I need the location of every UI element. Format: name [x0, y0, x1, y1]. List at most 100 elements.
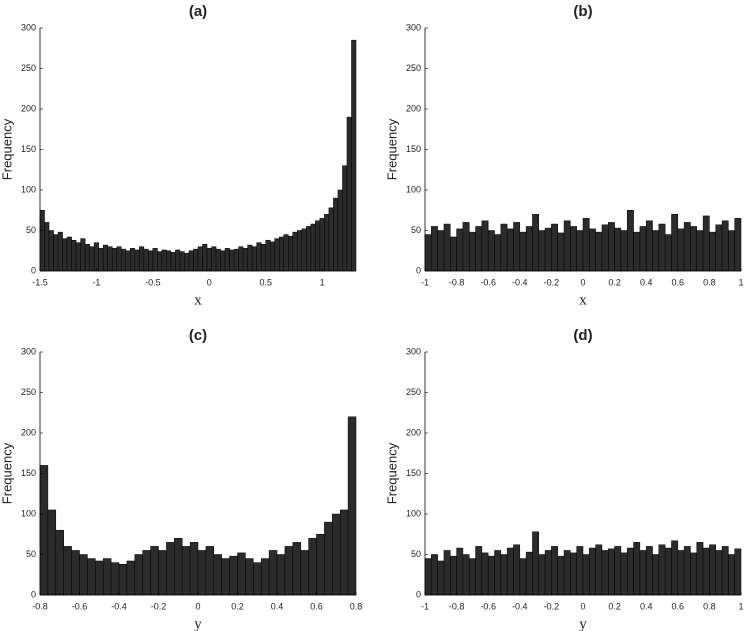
bar	[80, 238, 86, 272]
bar	[206, 248, 212, 272]
bar	[328, 207, 334, 272]
bar	[690, 226, 698, 272]
bar	[532, 531, 540, 596]
bar	[601, 224, 609, 272]
bar	[544, 227, 552, 272]
bar	[308, 538, 317, 596]
x-tick-label: -0.8	[32, 601, 48, 611]
bar	[170, 252, 176, 272]
x-tick-label: -0.5	[145, 277, 161, 287]
bar	[205, 546, 215, 596]
x-axis-label: x	[579, 292, 587, 308]
bar	[506, 228, 514, 272]
bar	[544, 550, 552, 596]
bar	[645, 546, 653, 596]
bar	[576, 546, 584, 596]
bar	[118, 563, 128, 596]
bar	[525, 226, 533, 272]
bar	[664, 234, 672, 272]
bar	[202, 244, 208, 272]
bar	[342, 165, 348, 272]
bar	[47, 509, 57, 596]
bar	[197, 246, 203, 272]
bar	[53, 234, 59, 272]
bar	[93, 242, 99, 272]
bar	[143, 248, 149, 272]
bar	[279, 236, 285, 272]
bar	[462, 222, 470, 272]
bar	[310, 223, 316, 272]
y-tick-label: 50	[26, 225, 36, 235]
bar	[437, 230, 445, 272]
y-tick-label: 200	[406, 103, 421, 113]
bar	[431, 226, 438, 272]
bar	[211, 246, 217, 272]
bar	[525, 551, 533, 596]
bar	[175, 249, 181, 272]
x-tick-label: -0.2	[151, 601, 167, 611]
x-tick-label: 1	[738, 601, 743, 611]
bar	[702, 547, 710, 596]
bar	[728, 554, 735, 596]
bar	[324, 521, 333, 596]
x-tick-label: -0.6	[480, 601, 496, 611]
x-tick-label: -0.6	[480, 277, 496, 287]
x-tick-label: 0.8	[703, 277, 716, 287]
bar	[563, 550, 571, 596]
x-tick-label: 0.8	[350, 601, 363, 611]
bar	[181, 546, 191, 596]
y-tick-label: 300	[21, 22, 36, 32]
bar	[189, 542, 199, 596]
y-tick-label: 150	[406, 468, 421, 478]
bar	[161, 249, 167, 272]
bar	[268, 550, 278, 596]
y-tick-label: 50	[26, 549, 36, 559]
y-tick-label: 0	[416, 589, 421, 599]
x-axis-label: x	[194, 292, 202, 308]
bar	[319, 218, 325, 272]
bar	[184, 252, 190, 272]
bar	[48, 230, 54, 272]
bar	[728, 230, 735, 272]
bar	[683, 546, 691, 596]
bar	[95, 560, 104, 596]
bar	[134, 249, 140, 272]
bar	[614, 546, 622, 596]
bar	[139, 246, 145, 272]
bar	[494, 550, 502, 596]
bar	[715, 550, 723, 596]
bar	[242, 248, 248, 272]
bar	[233, 248, 239, 272]
bar	[671, 214, 679, 272]
bar	[197, 550, 207, 596]
x-tick-label: 1	[320, 277, 325, 287]
bar	[306, 226, 312, 272]
bar	[551, 546, 558, 596]
bar	[513, 222, 521, 272]
bar	[347, 416, 357, 596]
bar	[570, 226, 577, 272]
bar	[157, 251, 163, 272]
bar	[443, 223, 451, 272]
bar	[633, 231, 641, 272]
bar	[645, 220, 653, 272]
bar	[179, 251, 185, 272]
bar	[116, 246, 122, 272]
bar	[66, 236, 72, 272]
bar	[256, 242, 262, 272]
bar	[620, 552, 628, 596]
bar	[300, 550, 309, 596]
x-tick-label: 0.6	[310, 601, 323, 611]
y-tick-label: 150	[406, 144, 421, 154]
bar	[245, 558, 254, 596]
x-tick-label: -0.8	[449, 601, 465, 611]
bar	[633, 542, 641, 596]
bar	[188, 250, 194, 272]
bar	[89, 246, 95, 272]
bar	[595, 231, 603, 272]
bar	[677, 228, 685, 272]
x-tick-label: 0.4	[271, 601, 284, 611]
y-tick-label: 100	[406, 508, 421, 518]
bar	[487, 555, 495, 596]
y-tick-label: 50	[411, 225, 421, 235]
